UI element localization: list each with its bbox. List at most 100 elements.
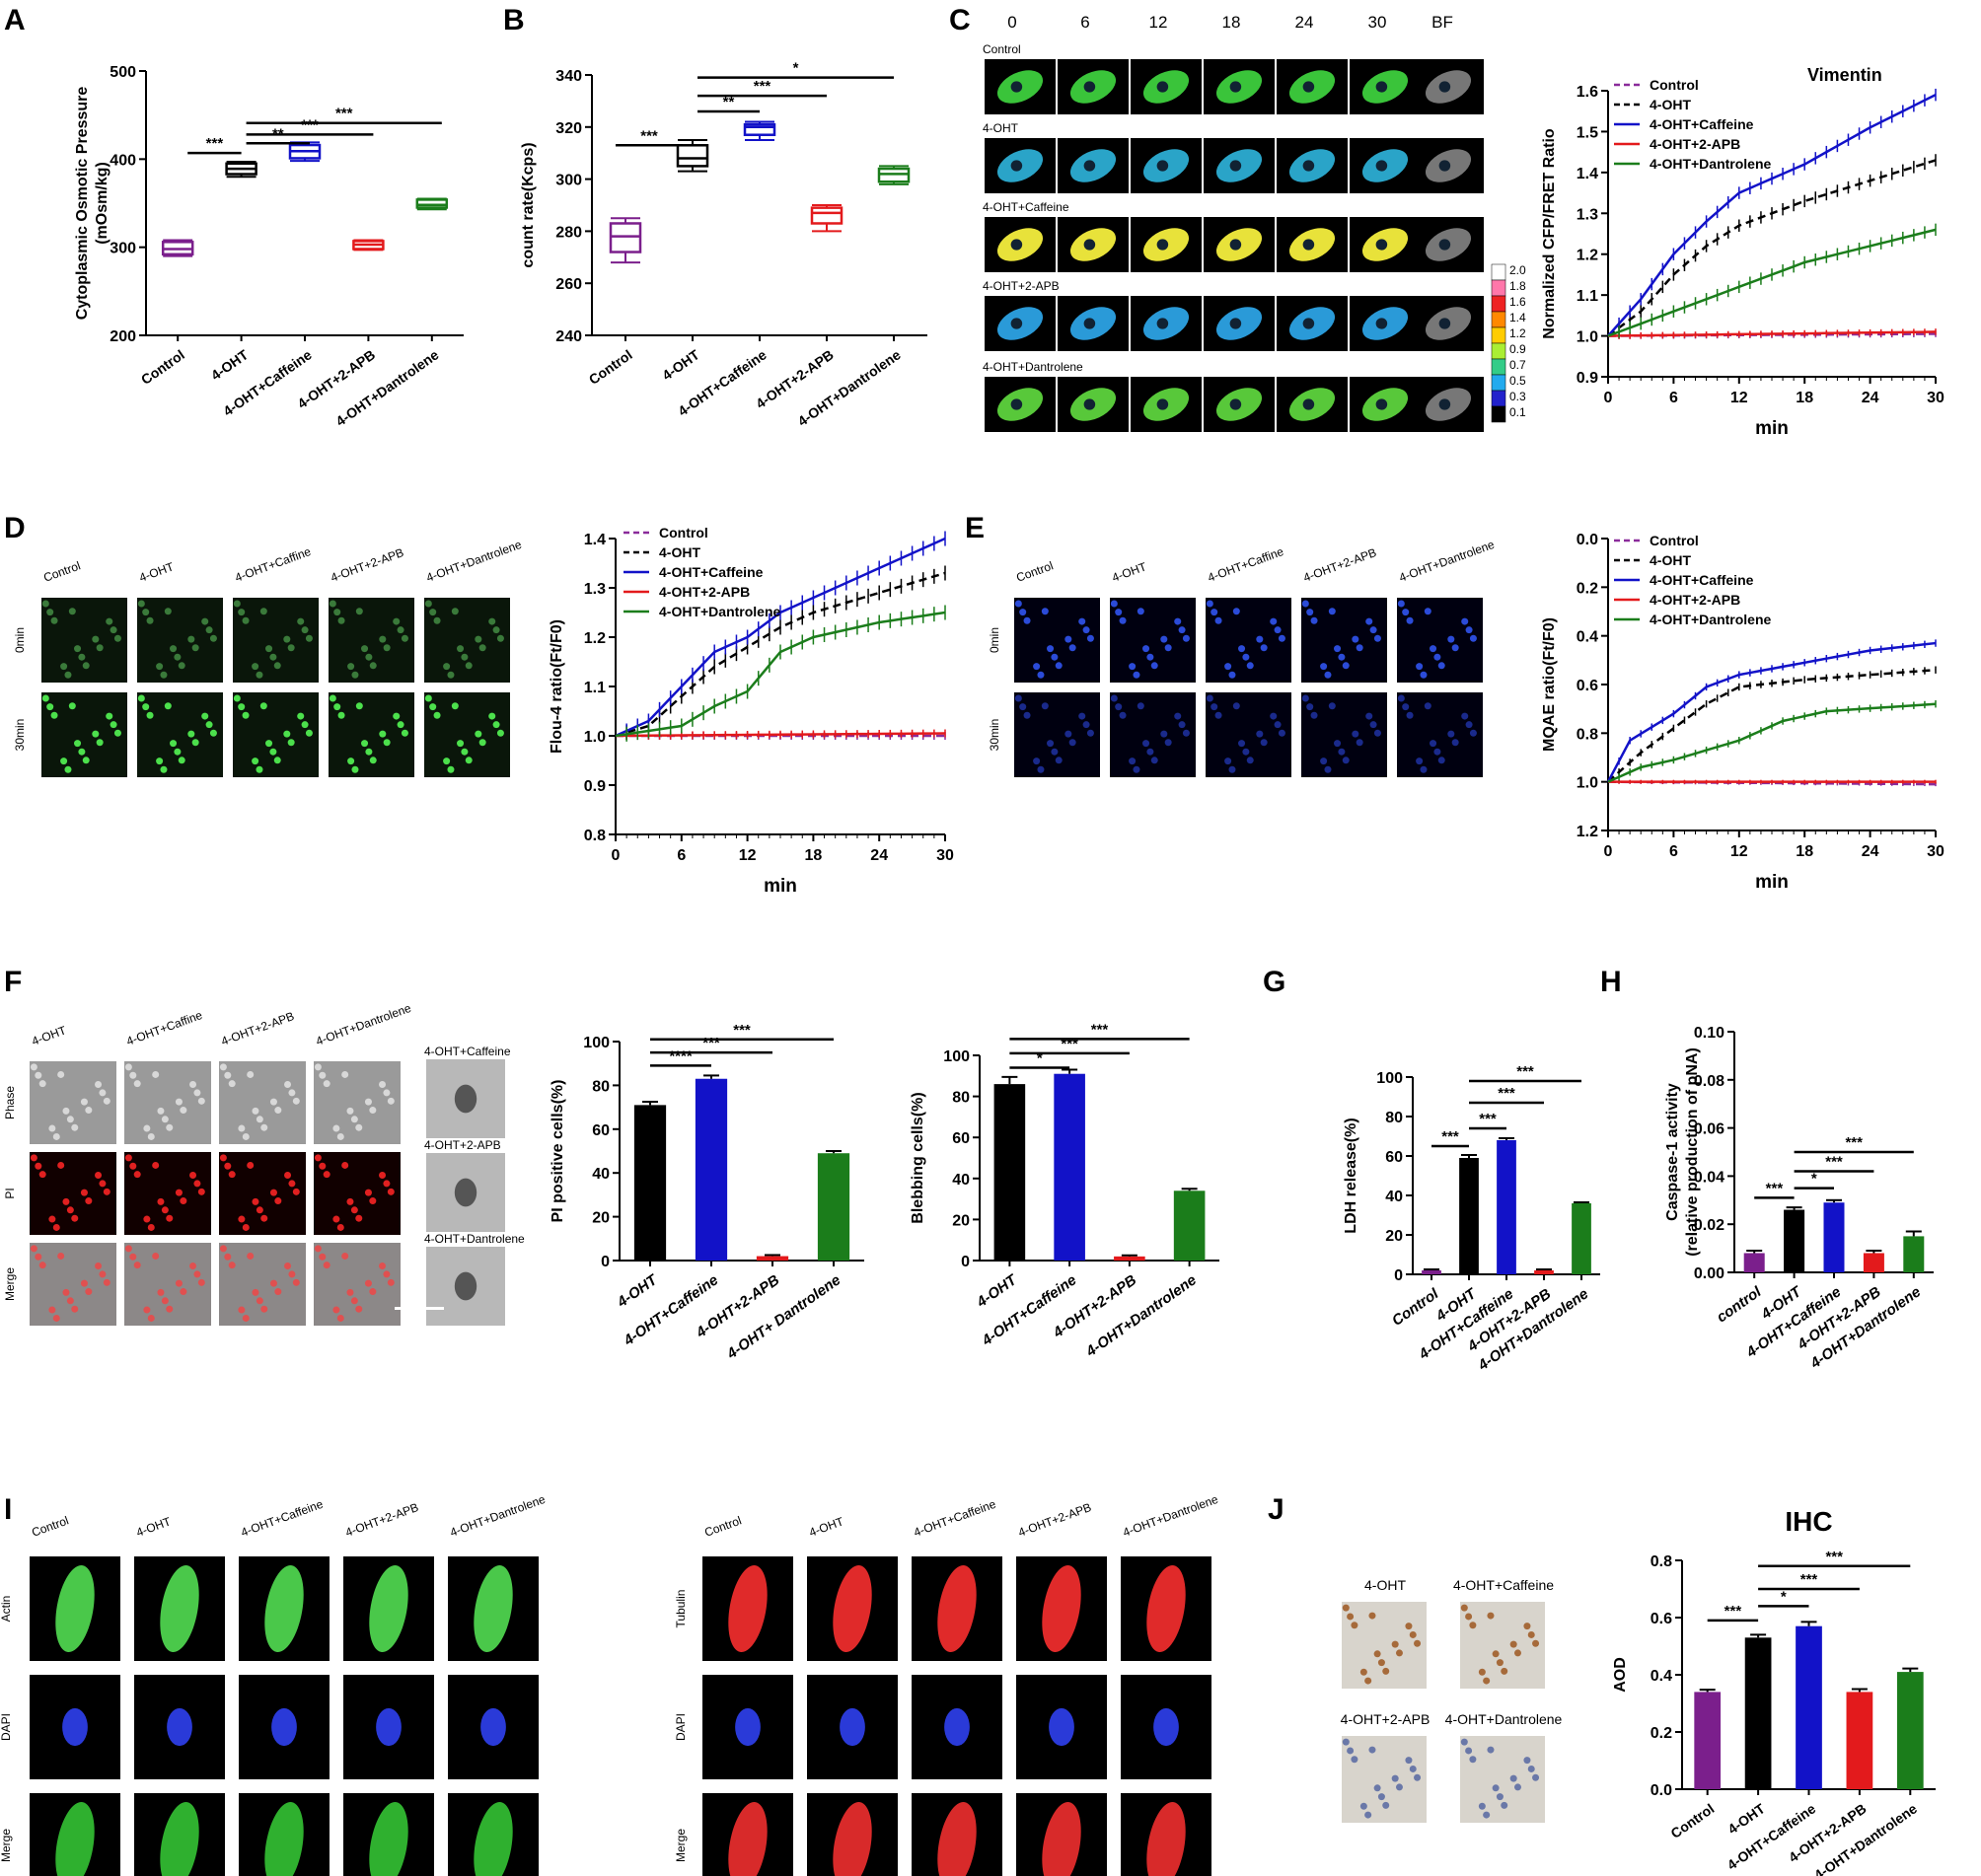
chart-E-x-tick-label: 12	[1730, 843, 1748, 860]
panel-i-right-image-nucleus	[1049, 1707, 1074, 1747]
panel-e-images-image-dot	[1115, 703, 1123, 711]
panel-d-images-image-dot	[238, 609, 246, 616]
chart-B-y-tick-label: 300	[555, 173, 582, 189]
panel-d-images-image-dot	[64, 765, 72, 773]
panel-d-images-image-dot	[369, 662, 377, 670]
chart-B-y-tick-label: 280	[555, 224, 582, 241]
panel-d-images-image-dot	[233, 694, 241, 702]
panel-f-images-image-dot	[166, 1305, 174, 1313]
panel-d-images-image-dot	[337, 711, 345, 719]
j-ihc-image-dot	[1487, 1612, 1495, 1620]
panel-f-images-image-dot	[383, 1089, 391, 1097]
chart-B-sig-label: **	[723, 94, 735, 110]
chart-A-category-label: 4-OHT+Dantrolene	[332, 346, 441, 429]
series-line-2	[1606, 641, 1937, 783]
panel-d-images-col-label: 4-OHT+2-APB	[329, 545, 405, 585]
panel-f-images-image-dot	[288, 1089, 296, 1097]
panel-i-right-image-cell	[728, 1802, 768, 1876]
chart-H-y-tick-label: 0.02	[1694, 1217, 1724, 1234]
panel-f-images-image-dot	[292, 1097, 300, 1105]
c-scale-label: 0.9	[1509, 342, 1526, 356]
panel-i-left-image-cell	[55, 1802, 95, 1876]
panel-d-images-image-dot	[379, 635, 387, 643]
panel-d-images-image	[329, 598, 414, 683]
panel-e-images-image-dot	[1369, 721, 1377, 729]
panel-f-images-image-dot	[319, 1071, 327, 1079]
panel-d-images-image-dot	[142, 609, 150, 616]
bar-0	[1422, 1270, 1441, 1274]
bar-4	[1896, 1672, 1924, 1789]
panel-i-left-image-nucleus	[167, 1707, 192, 1747]
panel-d-images-image-dot	[397, 626, 404, 634]
chart-E-y-tick-label: 0.8	[1577, 726, 1598, 743]
j-ihc-image-dot	[1377, 1659, 1385, 1667]
c-image-nucleus	[1010, 398, 1023, 410]
panel-f-images-image-dot	[35, 1071, 42, 1079]
panel-d-images-image-dot	[287, 644, 295, 652]
panel-e-images-image-dot	[1342, 662, 1350, 670]
panel-f-images-image-dot	[180, 1197, 187, 1205]
c-image-nucleus	[1083, 239, 1096, 251]
panel-e-images-image-dot	[1047, 740, 1055, 748]
chart-G-y-tick-label: 80	[1385, 1110, 1403, 1126]
legend-entry-2: 4-OHT+Caffeine	[1650, 116, 1754, 132]
chart-B-ylabel: count rate(Kcps)	[520, 142, 537, 267]
panel-e-images-image-dot	[1160, 730, 1168, 738]
panel-e-images-image-dot	[1133, 765, 1140, 773]
chart-F2-category-label: 4-OHT	[973, 1270, 1021, 1311]
panel-d-images-image-dot	[92, 635, 100, 643]
f-inset-label: 4-OHT+Dantrolene	[424, 1232, 525, 1246]
chart-E-y-tick-label: 0.4	[1577, 629, 1598, 646]
panel-f-images-image-dot	[387, 1278, 395, 1286]
panel-e-images-image-dot	[1055, 662, 1063, 670]
panel-e-images-image-dot	[1086, 634, 1094, 642]
panel-d-images-image-dot	[259, 702, 267, 710]
chart-D-x-tick-label: 30	[936, 847, 954, 864]
panel-f-images-image	[219, 1061, 306, 1144]
panel-f-images-image-dot	[95, 1263, 103, 1270]
panel-e-images-image-dot	[1082, 721, 1090, 729]
panel-d-images-image-dot	[379, 730, 387, 738]
panel-d-images-image-dot	[365, 748, 373, 756]
chart-F1-y-tick-label: 60	[592, 1122, 610, 1139]
panel-e-images: Control 4-OHT 4-OHT+Caffine 4-OHT+2-APB 4-OH…	[988, 538, 1497, 777]
bar-2	[1114, 1256, 1145, 1261]
panel-d-images-image-dot	[329, 694, 336, 702]
panel-i-right-row-label: Merge	[674, 1829, 688, 1862]
panel-f-images-image-dot	[71, 1214, 79, 1222]
panel-i-left-row-label: DAPI	[0, 1713, 13, 1741]
panel-e-images-image-dot	[1037, 765, 1045, 773]
chart-H-y-tick-label: 0.04	[1694, 1169, 1724, 1186]
c-scale-label: 2.0	[1509, 263, 1526, 277]
panel-e-images-image-dot	[1078, 617, 1086, 625]
panel-f-images-image-dot	[369, 1197, 377, 1205]
legend-entry-2: 4-OHT+Caffeine	[659, 564, 764, 580]
panel-d-images-image-dot	[283, 730, 291, 738]
panel-d-images-image-dot	[447, 765, 455, 773]
panel-d-images-image-dot	[361, 645, 369, 653]
chart-G-y-tick-label: 20	[1385, 1228, 1403, 1245]
panel-d-images-image-dot	[393, 712, 401, 720]
c-scale-label: 1.6	[1509, 295, 1526, 309]
panel-e-images-row-label: 0min	[988, 627, 1001, 653]
c-image-nucleus	[1083, 160, 1096, 172]
panel-label-d: D	[4, 512, 26, 544]
panel-f-images-image-dot	[288, 1180, 296, 1188]
bar-0	[1694, 1692, 1722, 1789]
panel-i-right-col-label: 4-OHT+Caffeine	[912, 1497, 997, 1540]
panel-e-images-col-label: Control	[1014, 558, 1055, 584]
panel-e-images-image-dot	[1115, 609, 1123, 616]
c-scale-swatch	[1491, 326, 1506, 344]
c-image-nucleus	[1375, 160, 1388, 172]
chart-C-title: Vimentin	[1807, 65, 1882, 85]
panel-f-images-col-label: 4-OHT	[30, 1023, 68, 1048]
panel-d-images-image-dot	[92, 730, 100, 738]
panel-d-images-image-dot	[383, 644, 391, 652]
panel-e-images-image-dot	[1338, 653, 1346, 661]
chart-F1: 0204060801004-OHT4-OHT+Caffeine4-OHT+2-A…	[550, 1022, 864, 1363]
legend-entry-2: 4-OHT+Caffeine	[1650, 572, 1754, 588]
panel-e-images-image-dot	[1224, 663, 1232, 671]
panel-label-j: J	[1268, 1493, 1284, 1526]
legend-entry-4: 4-OHT+Dantrolene	[1650, 156, 1772, 172]
chart-J-y-tick-label: 0.8	[1651, 1553, 1672, 1570]
